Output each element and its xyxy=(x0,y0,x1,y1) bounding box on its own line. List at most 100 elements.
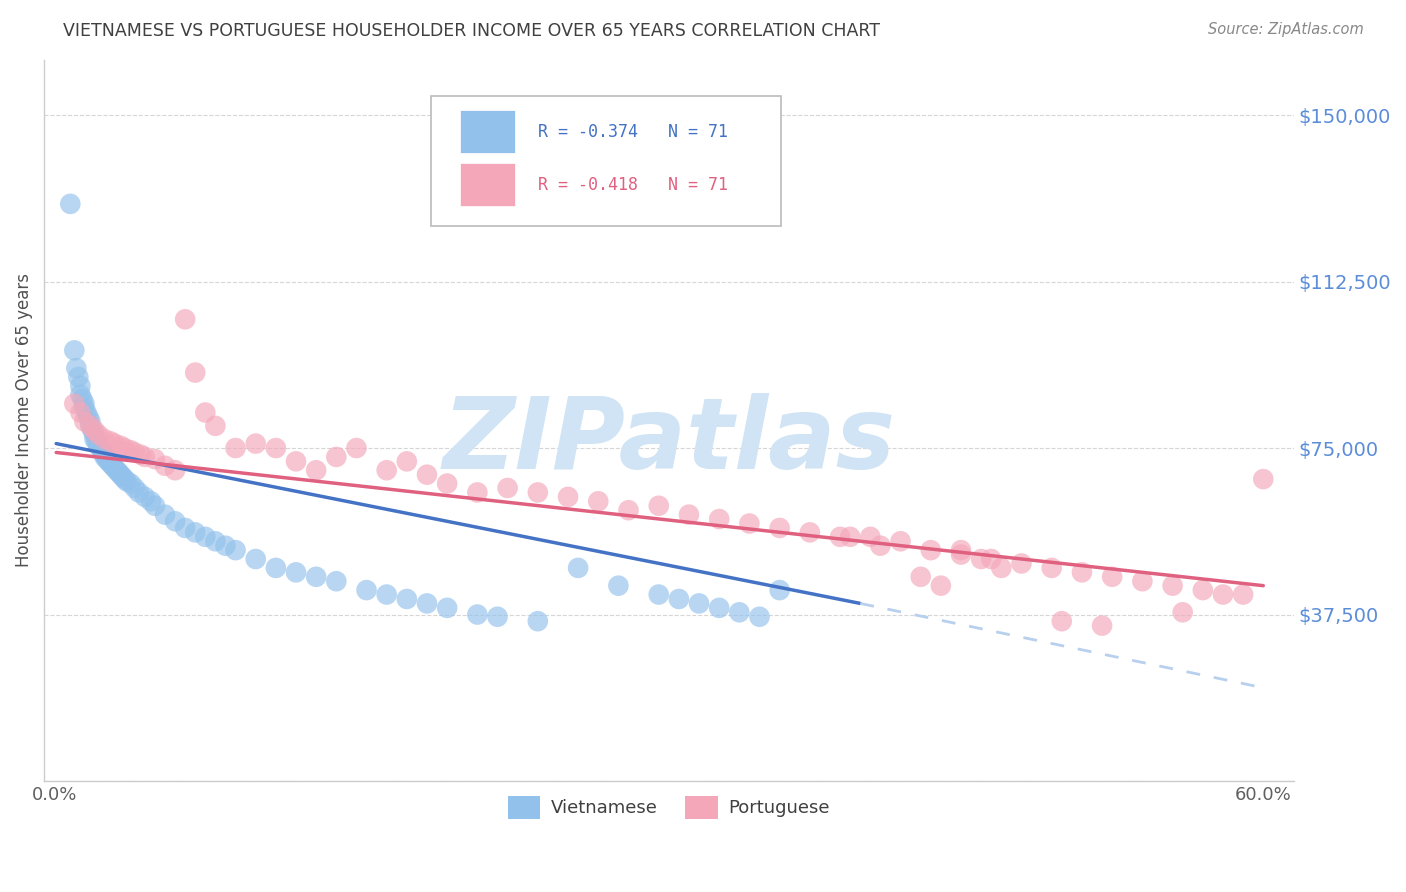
Point xyxy=(101,458,124,473)
Point xyxy=(416,467,439,482)
Point xyxy=(91,445,114,459)
Point xyxy=(204,418,226,433)
Point xyxy=(769,521,792,535)
Point xyxy=(184,366,207,380)
Point xyxy=(709,600,731,615)
Point xyxy=(375,463,398,477)
Point xyxy=(496,481,519,495)
Point xyxy=(82,423,104,437)
Point xyxy=(1071,566,1094,580)
Point xyxy=(194,530,217,544)
Point xyxy=(124,481,146,495)
Point xyxy=(134,490,156,504)
Point xyxy=(124,445,146,459)
Point xyxy=(90,441,112,455)
Point xyxy=(128,485,150,500)
Point xyxy=(75,405,97,419)
Point xyxy=(69,388,91,402)
Point xyxy=(607,579,630,593)
Point xyxy=(346,441,368,455)
Point xyxy=(738,516,761,531)
Point xyxy=(859,530,882,544)
Point xyxy=(436,476,458,491)
Point xyxy=(467,607,489,622)
Point xyxy=(929,579,952,593)
Text: Source: ZipAtlas.com: Source: ZipAtlas.com xyxy=(1208,22,1364,37)
Point xyxy=(264,441,287,455)
FancyBboxPatch shape xyxy=(432,95,782,226)
Point xyxy=(79,414,101,428)
Point xyxy=(165,514,187,528)
Point xyxy=(115,475,138,489)
Point xyxy=(174,312,197,326)
Point xyxy=(527,485,550,500)
Point xyxy=(100,434,122,449)
Point xyxy=(77,409,100,424)
Point xyxy=(96,452,118,467)
Point xyxy=(214,539,236,553)
Point xyxy=(436,600,458,615)
Point xyxy=(83,423,105,437)
Point xyxy=(486,609,509,624)
Point xyxy=(83,427,105,442)
Point xyxy=(920,543,942,558)
Point xyxy=(97,454,120,468)
Point xyxy=(839,530,862,544)
Point xyxy=(305,463,328,477)
Point xyxy=(110,467,132,482)
Point xyxy=(1171,605,1194,619)
Point xyxy=(395,592,418,607)
Point xyxy=(1091,618,1114,632)
Point xyxy=(184,525,207,540)
FancyBboxPatch shape xyxy=(460,163,515,206)
Point xyxy=(165,463,187,477)
Point xyxy=(1191,583,1213,598)
Point xyxy=(120,443,142,458)
Point xyxy=(79,418,101,433)
Point xyxy=(63,343,86,358)
Point xyxy=(325,450,347,464)
Point xyxy=(143,499,166,513)
Point xyxy=(375,588,398,602)
Point xyxy=(72,392,94,407)
Text: VIETNAMESE VS PORTUGUESE HOUSEHOLDER INCOME OVER 65 YEARS CORRELATION CHART: VIETNAMESE VS PORTUGUESE HOUSEHOLDER INC… xyxy=(63,22,880,40)
Point xyxy=(93,432,115,446)
Point xyxy=(104,436,127,450)
Point xyxy=(416,596,439,610)
Point xyxy=(65,361,87,376)
Point xyxy=(73,414,96,428)
Point xyxy=(174,521,197,535)
Point xyxy=(325,574,347,589)
Point xyxy=(1212,588,1234,602)
Point xyxy=(107,466,129,480)
Point xyxy=(1232,588,1254,602)
Point xyxy=(869,539,891,553)
Point xyxy=(678,508,700,522)
Point xyxy=(1011,557,1033,571)
Point xyxy=(153,508,176,522)
Point xyxy=(79,418,101,433)
Point xyxy=(134,450,156,464)
Y-axis label: Householder Income Over 65 years: Householder Income Over 65 years xyxy=(15,273,32,567)
Text: ZIPatlas: ZIPatlas xyxy=(443,393,896,491)
Point xyxy=(588,494,610,508)
Point xyxy=(285,454,308,468)
Point xyxy=(1040,561,1063,575)
Point xyxy=(1132,574,1154,589)
Point xyxy=(980,552,1002,566)
Point xyxy=(264,561,287,575)
Point xyxy=(617,503,640,517)
Point xyxy=(527,614,550,628)
Point xyxy=(153,458,176,473)
Point xyxy=(139,494,162,508)
Point xyxy=(910,570,932,584)
Point xyxy=(1251,472,1274,486)
Point xyxy=(194,405,217,419)
Point xyxy=(87,436,110,450)
Point xyxy=(970,552,993,566)
Point xyxy=(87,427,110,442)
Point xyxy=(104,461,127,475)
Point xyxy=(73,397,96,411)
Point xyxy=(91,443,114,458)
Point xyxy=(990,561,1012,575)
